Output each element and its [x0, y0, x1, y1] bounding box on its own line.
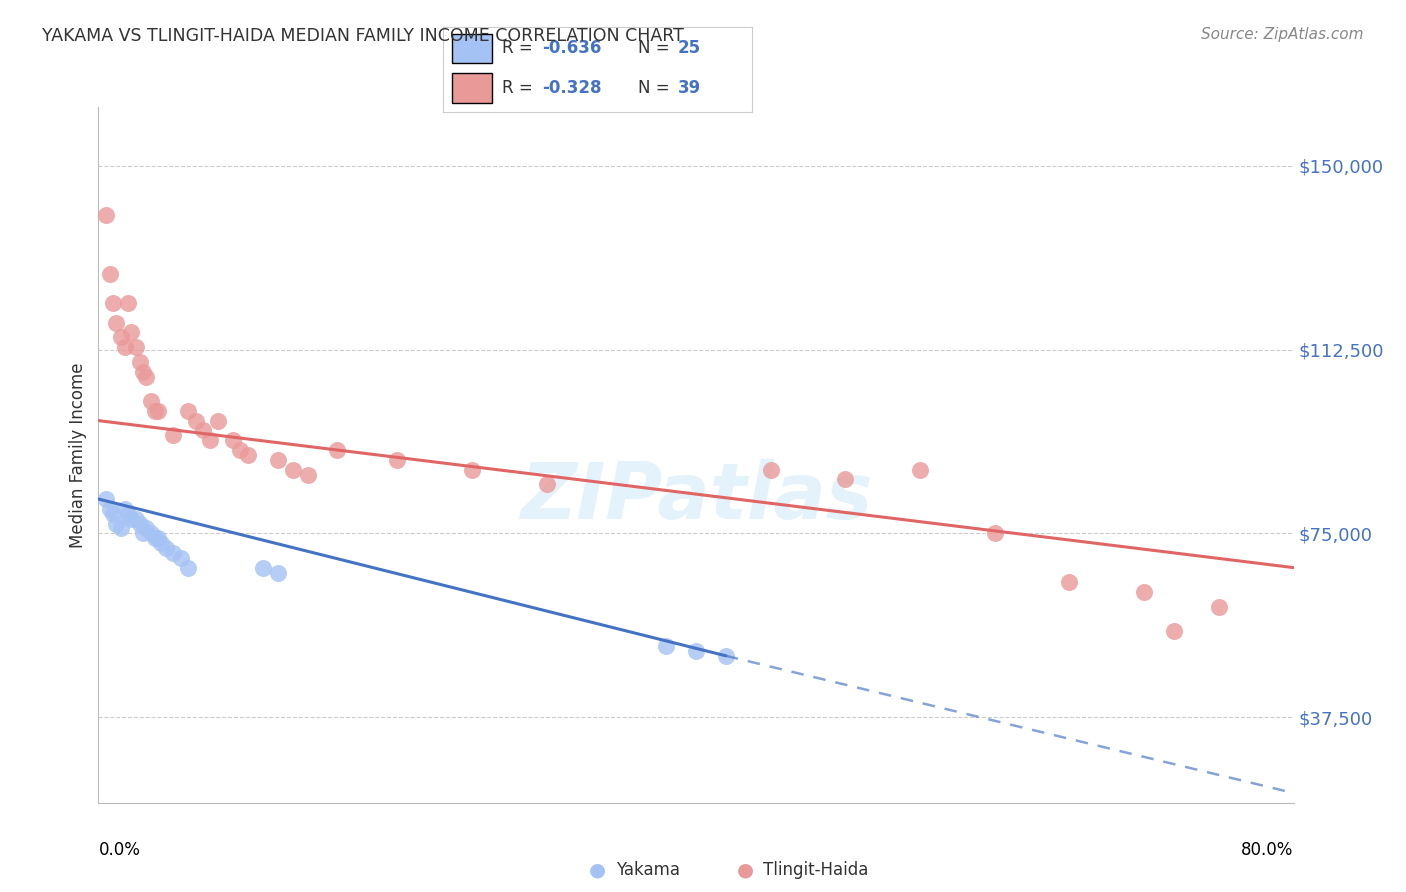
Y-axis label: Median Family Income: Median Family Income: [69, 362, 87, 548]
Point: [685, 644, 707, 658]
Point: [139, 394, 162, 409]
Point: [129, 355, 152, 369]
Point: [326, 443, 349, 458]
Point: [132, 526, 155, 541]
Text: N =: N =: [638, 79, 675, 97]
Point: [114, 340, 136, 354]
Point: [1133, 585, 1156, 599]
Text: N =: N =: [638, 39, 675, 57]
Point: [169, 550, 191, 565]
Text: R =: R =: [502, 39, 537, 57]
Point: [252, 560, 274, 574]
Point: [117, 507, 139, 521]
Point: [267, 452, 290, 467]
Point: [103, 507, 125, 521]
Text: 39: 39: [678, 79, 702, 97]
Point: [1163, 624, 1185, 639]
Text: 0.0%: 0.0%: [98, 841, 141, 859]
Point: [125, 511, 148, 525]
Text: Source: ZipAtlas.com: Source: ZipAtlas.com: [1201, 27, 1364, 42]
Point: [129, 516, 152, 531]
Point: [461, 462, 484, 476]
Point: [267, 566, 290, 580]
Point: [281, 462, 304, 476]
Point: [105, 316, 128, 330]
Point: [120, 326, 142, 340]
Point: [983, 526, 1005, 541]
Point: [125, 340, 148, 354]
Point: [536, 477, 558, 491]
Point: [139, 526, 162, 541]
Point: [155, 541, 177, 555]
Point: [110, 521, 132, 535]
Point: [150, 536, 173, 550]
Point: [143, 531, 166, 545]
Point: [94, 208, 117, 222]
Text: -0.328: -0.328: [541, 79, 602, 97]
Text: ZIPatlas: ZIPatlas: [520, 458, 872, 534]
Text: Tlingit-Haida: Tlingit-Haida: [763, 861, 869, 879]
Point: [162, 546, 184, 560]
Point: [132, 365, 155, 379]
Point: [236, 448, 259, 462]
Point: [110, 330, 132, 344]
Text: -0.636: -0.636: [541, 39, 602, 57]
Text: Yakama: Yakama: [616, 861, 681, 879]
Point: [200, 434, 222, 448]
Point: [184, 414, 207, 428]
Point: [191, 424, 214, 438]
Point: [94, 491, 117, 506]
Point: [117, 296, 139, 310]
Point: [103, 296, 125, 310]
FancyBboxPatch shape: [453, 34, 492, 63]
Point: [177, 404, 200, 418]
Point: [143, 404, 166, 418]
Point: [207, 414, 229, 428]
Point: [908, 462, 931, 476]
Text: 25: 25: [678, 39, 702, 57]
Point: [148, 404, 170, 418]
Text: 80.0%: 80.0%: [1241, 841, 1294, 859]
Point: [135, 369, 157, 384]
Text: ●: ●: [737, 860, 754, 880]
Point: [759, 462, 782, 476]
Point: [162, 428, 184, 442]
Point: [229, 443, 252, 458]
FancyBboxPatch shape: [453, 73, 492, 103]
Point: [105, 516, 128, 531]
Point: [177, 560, 200, 574]
Point: [135, 521, 157, 535]
Point: [714, 648, 737, 663]
Point: [655, 639, 678, 653]
Point: [98, 501, 122, 516]
Point: [297, 467, 319, 482]
Point: [1208, 599, 1230, 614]
Point: [98, 267, 122, 281]
Text: ●: ●: [589, 860, 606, 880]
Point: [148, 531, 170, 545]
Text: YAKAMA VS TLINGIT-HAIDA MEDIAN FAMILY INCOME CORRELATION CHART: YAKAMA VS TLINGIT-HAIDA MEDIAN FAMILY IN…: [42, 27, 685, 45]
Point: [1059, 575, 1081, 590]
Text: R =: R =: [502, 79, 537, 97]
Point: [385, 452, 409, 467]
Point: [222, 434, 245, 448]
Point: [120, 511, 142, 525]
Point: [834, 472, 856, 486]
Point: [114, 501, 136, 516]
